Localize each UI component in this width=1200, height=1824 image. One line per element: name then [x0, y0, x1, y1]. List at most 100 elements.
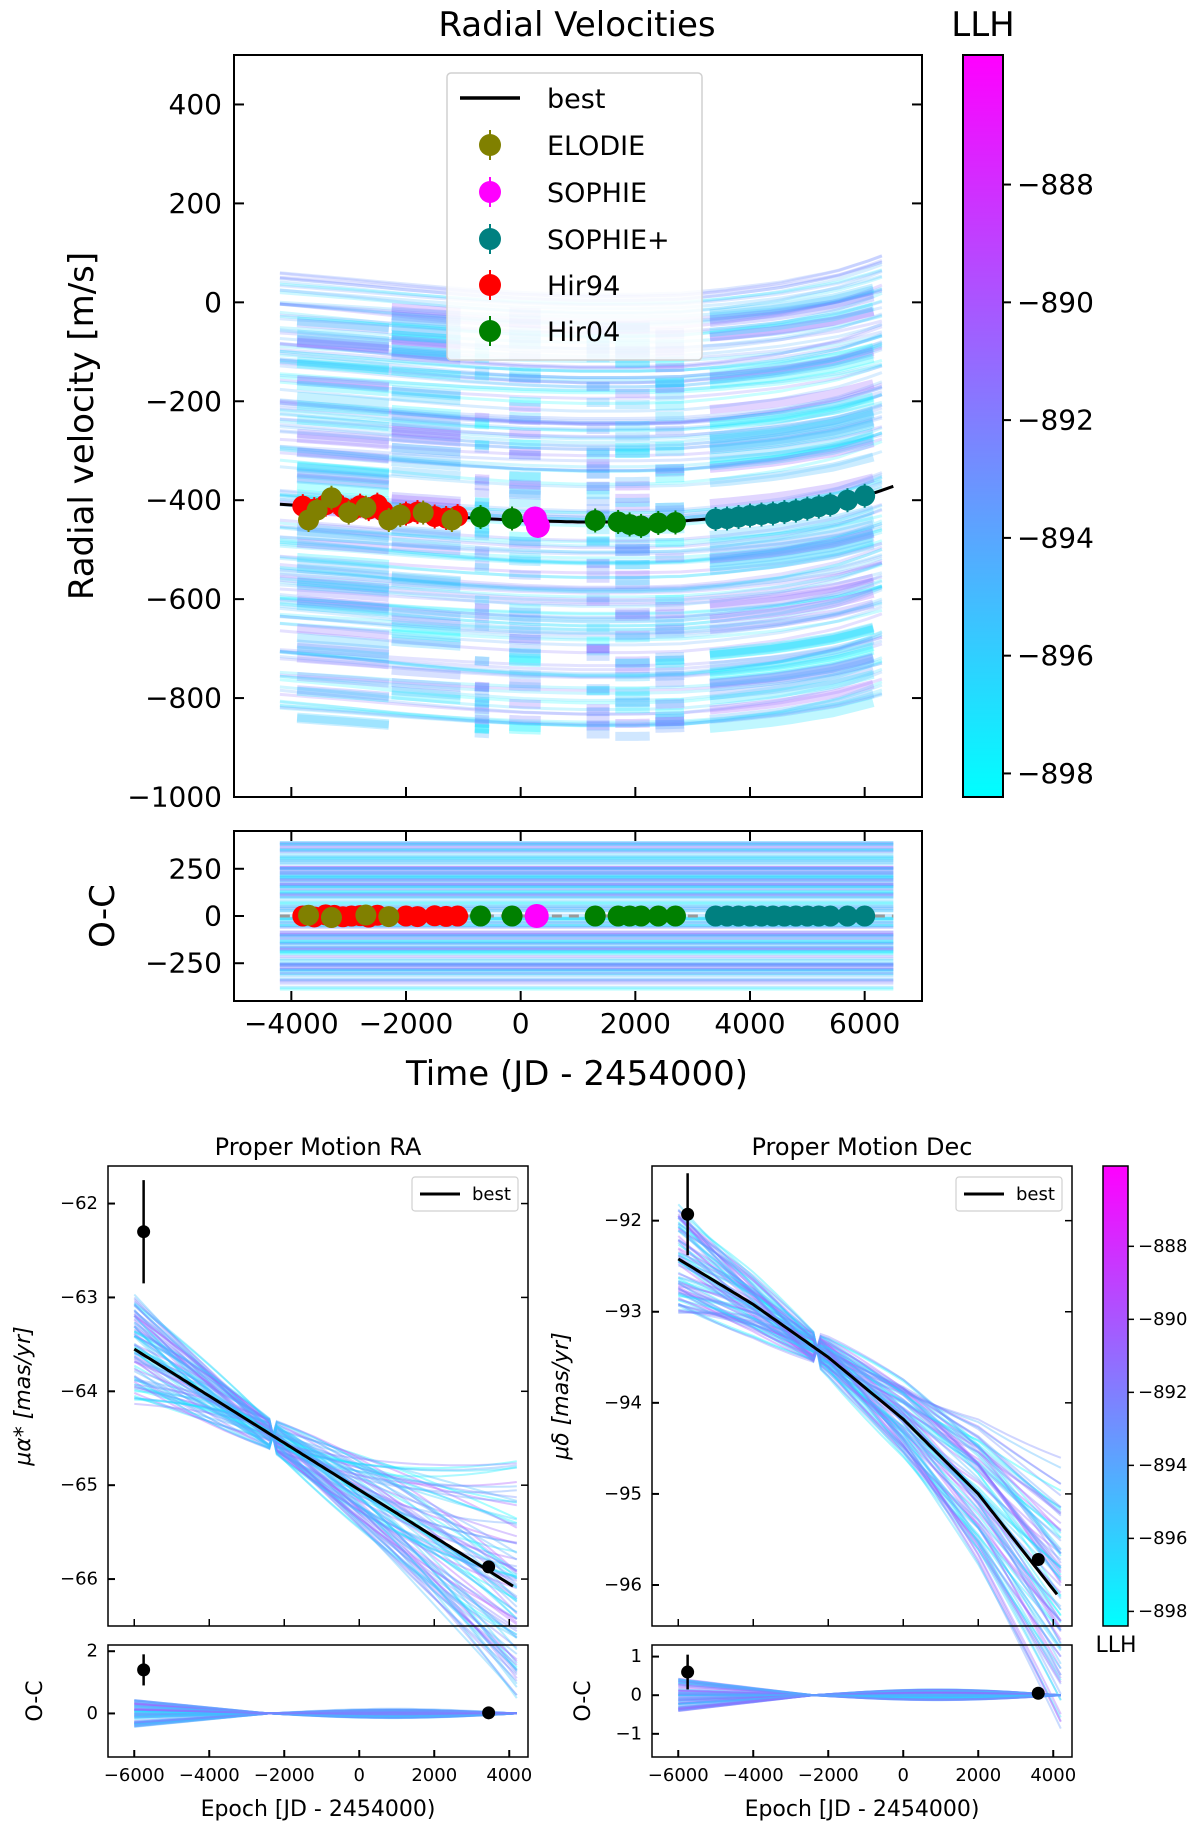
pm-ra-x-ticks: −6000 −4000 −2000 0 2000 4000 — [104, 1619, 532, 1786]
rv-sample-curve — [279, 578, 883, 620]
pm-sample-curve — [133, 1352, 517, 1544]
pm-sample-curve — [677, 1296, 1062, 1555]
pm-dec-oc-sample-band — [678, 1677, 1061, 1712]
rv-axes-frame — [233, 54, 923, 798]
rv-sample-band — [709, 285, 875, 321]
pm-sample-curve — [678, 1288, 1062, 1525]
pm-ra-sample-curves — [133, 1293, 518, 1699]
rv-sample-band — [391, 466, 461, 481]
pm-sample-curve — [677, 1243, 1062, 1616]
rv-sample-curve — [279, 392, 883, 431]
pm-sample-curve — [677, 1287, 1062, 1578]
rv-sample-curve — [279, 561, 883, 595]
rv-sample-band — [709, 283, 875, 319]
pm-ra-panel: Proper Motion RA −62 −63 −64 −65 −66 μα* [ma… — [11, 1133, 532, 1822]
pm-sample-curve — [133, 1364, 518, 1572]
pm-sample-curve — [133, 1377, 518, 1580]
rv-sample-curve — [279, 325, 883, 369]
rv-sample-band — [655, 699, 685, 709]
pm-oc-sample-curve — [134, 1708, 517, 1716]
pm-sample-curve — [677, 1230, 1062, 1650]
rv-colorbar-label: LLH — [951, 5, 1014, 45]
rv-sample-band — [296, 481, 390, 497]
rv-sample-band — [474, 718, 490, 728]
rv-sample-curve — [279, 431, 883, 473]
rv-sample-band — [709, 302, 875, 337]
rv-sample-band — [474, 546, 490, 556]
y-tick-label: −93 — [604, 1301, 642, 1322]
rv-sample-band — [655, 502, 685, 513]
rv-sample-curve — [279, 450, 883, 489]
legend-sophie-label: SOPHIE — [547, 178, 647, 209]
pm-sample-curve — [133, 1303, 518, 1636]
rv-sample-curve — [279, 612, 883, 655]
pm-oc-sample-curve — [134, 1711, 517, 1724]
pm-ra-xlabel: Epoch [JD - 2454000) — [201, 1797, 436, 1822]
pm-oc-sample-curve — [134, 1700, 517, 1716]
pm-sample-curve — [133, 1309, 518, 1699]
rv-sample-band — [296, 653, 390, 670]
pm-oc-sample-curve — [678, 1692, 1061, 1709]
cbar-tick-label: −890 — [1138, 1309, 1187, 1330]
pm-oc-sample-curve — [678, 1680, 1061, 1701]
pm-oc-sample-curve — [678, 1686, 1061, 1697]
x-tick-label: −4000 — [179, 1765, 240, 1786]
rv-sample-band — [391, 572, 461, 587]
pm-sample-curve — [134, 1387, 517, 1499]
rv-sample-curve — [279, 683, 883, 726]
x-tick-label: 0 — [898, 1765, 909, 1786]
rv-sample-band — [296, 639, 390, 656]
rv-sample-curve — [279, 334, 883, 373]
rv-sample-band — [296, 714, 390, 730]
rv-sample-curve — [279, 548, 883, 592]
rv-sample-curve — [279, 658, 883, 690]
pm-sample-curve — [134, 1386, 517, 1488]
legend-hir04-label: Hir04 — [547, 317, 620, 348]
rv-oc-point-hir04 — [501, 905, 523, 927]
rv-sample-curve — [279, 403, 883, 438]
rv-sample-band — [655, 594, 685, 605]
pm-sample-curve — [677, 1217, 1062, 1679]
rv-sample-band — [709, 505, 875, 540]
rv-oc-point-hir94 — [406, 906, 428, 928]
rv-sample-band — [391, 628, 461, 643]
rv-sample-band — [508, 439, 541, 450]
rv-sample-band — [474, 476, 490, 486]
pm-oc-sample-curve — [678, 1693, 1061, 1700]
cbar-tick-label: −898 — [1138, 1601, 1187, 1622]
pm-sample-curve — [677, 1260, 1062, 1554]
rv-sample-band — [296, 318, 390, 335]
rv-sample-band — [391, 571, 461, 586]
rv-sample-band — [709, 392, 875, 428]
pm-sample-curve — [677, 1263, 1062, 1622]
pm-sample-curve — [133, 1332, 518, 1664]
y-tick-label: −66 — [60, 1569, 98, 1590]
rv-sample-band — [655, 713, 685, 724]
pm-oc-sample-curve — [134, 1707, 517, 1719]
pm-oc-sample-curve — [134, 1712, 517, 1726]
pm-sample-curve — [133, 1301, 518, 1639]
pm-oc-sample-curve — [678, 1691, 1061, 1701]
rv-sample-band — [474, 418, 490, 428]
pm-oc-sample-curve — [678, 1691, 1061, 1705]
pm-sample-curve — [133, 1394, 518, 1520]
pm-colorbar-gradient — [1102, 1165, 1129, 1627]
pm-oc-sample-curve — [134, 1709, 517, 1726]
rv-sample-band — [296, 686, 390, 703]
rv-sample-band — [709, 622, 875, 658]
rv-sample-band — [655, 377, 685, 388]
y-tick-label: −94 — [604, 1392, 642, 1413]
cbar-tick-label: −888 — [1017, 168, 1094, 201]
rv-sample-band — [709, 427, 875, 463]
rv-sample-curve — [279, 602, 883, 635]
rv-sample-band — [296, 335, 390, 352]
pm-sample-curve — [677, 1216, 1062, 1683]
rv-sample-band — [296, 601, 390, 617]
rv-sample-curve — [279, 519, 883, 565]
rv-sample-band — [709, 665, 875, 701]
pm-oc-sample-curve — [678, 1694, 1061, 1701]
rv-sample-band — [655, 628, 685, 638]
rv-sample-band — [508, 656, 541, 667]
rv-sample-band — [474, 371, 490, 381]
rv-sample-band — [709, 473, 875, 509]
